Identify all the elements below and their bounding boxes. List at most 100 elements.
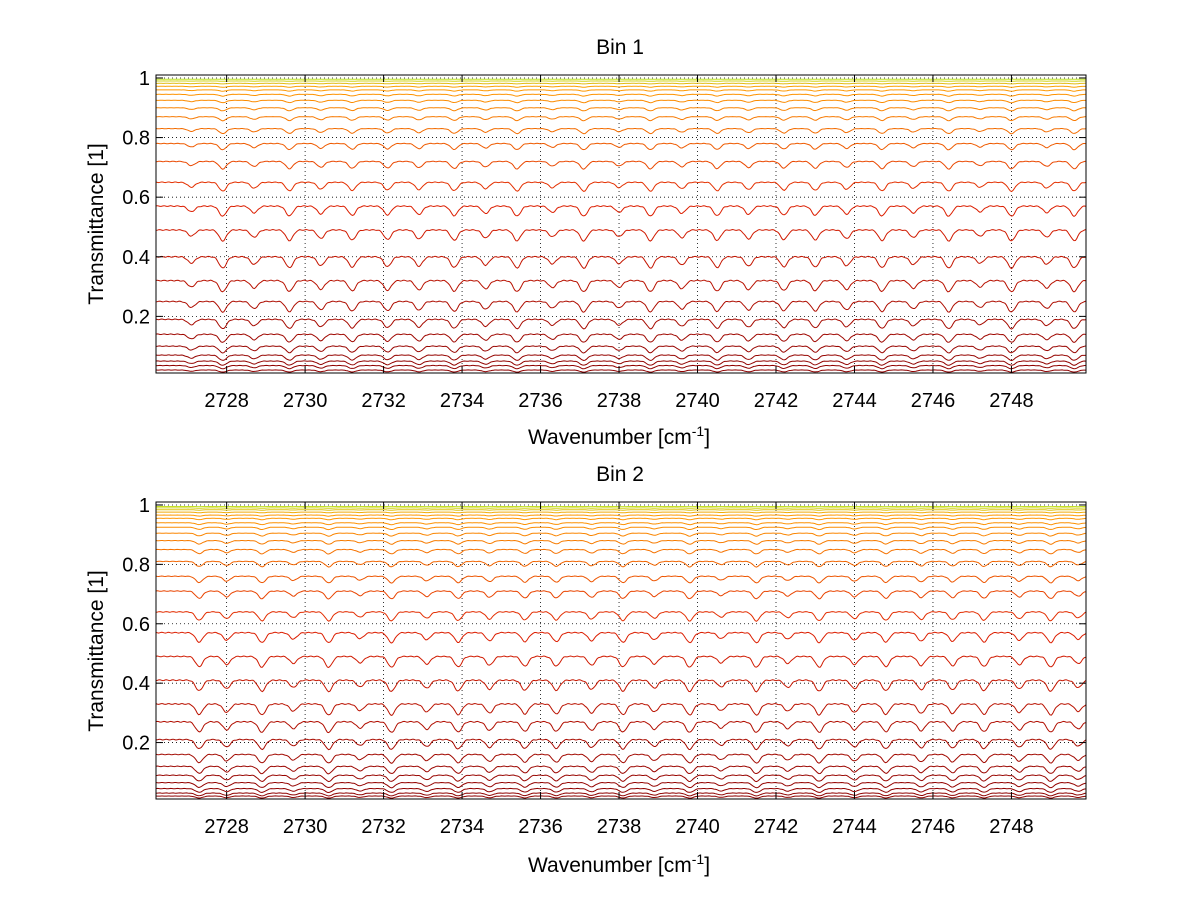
gridlines	[156, 502, 1086, 799]
series-line	[156, 517, 1087, 521]
series-group	[155, 505, 1087, 799]
series-line	[155, 795, 1087, 799]
series-line	[155, 611, 1087, 622]
x-tick-label: 2746	[911, 816, 956, 838]
y-ticks: 0.2 0.4 0.6 0.8 1	[122, 68, 1086, 328]
x-tick-label: 2734	[440, 816, 485, 838]
series-line	[156, 93, 1087, 97]
x-tick-label: 2746	[911, 390, 956, 412]
series-line	[155, 774, 1087, 783]
y-tick-label: 0.8	[122, 128, 150, 150]
x-ticks: 2728 2730 2732 2734 2736 2738 2740 2742 2744 2746…	[204, 75, 1034, 412]
series-line	[155, 228, 1087, 242]
x-tick-label: 2730	[283, 390, 328, 412]
y-tick-label: 1	[139, 68, 150, 90]
series-line	[155, 787, 1087, 794]
y-axis-label: Transmittance [1]	[85, 143, 108, 304]
series-line	[155, 205, 1087, 218]
series-line	[155, 765, 1087, 775]
x-tick-label: 2748	[989, 390, 1034, 412]
series-line	[155, 127, 1087, 135]
series-line	[155, 116, 1087, 122]
x-tick-label: 2736	[518, 816, 563, 838]
series-line	[155, 300, 1087, 313]
x-tick-label: 2732	[361, 816, 406, 838]
x-tick-label: 2734	[440, 390, 485, 412]
x-tick-label: 2738	[597, 816, 642, 838]
series-line	[155, 142, 1087, 151]
series-line	[155, 738, 1087, 751]
chart-title: Bin 2	[596, 463, 644, 486]
y-tick-label: 0.6	[122, 614, 150, 636]
x-tick-label: 2744	[832, 816, 877, 838]
series-line	[155, 360, 1087, 366]
series-line	[155, 255, 1087, 270]
series-line	[155, 354, 1087, 362]
x-tick-label: 2732	[361, 390, 406, 412]
series-line	[155, 181, 1087, 193]
series-line	[156, 89, 1086, 92]
x-axis-label: Wavenumber [cm-1]	[528, 851, 710, 877]
series-line	[156, 511, 1087, 514]
series-line	[155, 655, 1087, 669]
series-line	[155, 333, 1087, 343]
series-group	[155, 78, 1087, 373]
series-line	[155, 160, 1087, 170]
series-line	[155, 753, 1087, 764]
series-line	[155, 532, 1087, 537]
series-line	[155, 679, 1087, 693]
x-ticks: 2728 2730 2732 2734 2736 2738 2740 2742 2744 2746…	[204, 502, 1034, 838]
y-tick-label: 0.6	[122, 187, 150, 209]
y-tick-label: 0.4	[122, 247, 150, 269]
series-line	[156, 85, 1087, 88]
x-tick-label: 2728	[204, 816, 249, 838]
series-line	[155, 364, 1087, 370]
series-line	[155, 792, 1087, 797]
axes-box	[155, 501, 1087, 800]
series-line	[155, 631, 1087, 644]
gridlines	[156, 75, 1086, 373]
series-line	[156, 82, 1086, 85]
chart-title: Bin 1	[596, 36, 644, 59]
x-tick-label: 2736	[518, 390, 563, 412]
y-tick-label: 0.8	[122, 554, 150, 576]
y-tick-label: 0.2	[122, 306, 150, 328]
series-line	[155, 575, 1087, 584]
series-line	[155, 590, 1087, 600]
series-line	[155, 539, 1087, 545]
series-line	[155, 279, 1087, 293]
series-line	[156, 509, 1087, 511]
y-tick-label: 1	[139, 495, 150, 517]
subplot-bin-2: Bin 2 2728 2730 2732 2734 2736 2738 2740 2742 27…	[85, 463, 1087, 877]
x-tick-label: 2744	[832, 390, 877, 412]
series-line	[156, 526, 1087, 531]
series-line	[155, 548, 1087, 555]
series-line	[155, 345, 1087, 354]
y-axis-label: Transmittance [1]	[85, 570, 108, 731]
x-tick-label: 2728	[204, 390, 249, 412]
axes-box	[155, 74, 1087, 374]
x-tick-label: 2742	[754, 390, 799, 412]
series-line	[155, 781, 1087, 789]
subplot-bin-1: Bin 1 2728 2730 2732 2734 2736 2738 2740 2742 27…	[85, 36, 1087, 449]
x-tick-label: 2742	[754, 816, 799, 838]
y-ticks: 0.2 0.4 0.6 0.8 1	[122, 495, 1086, 755]
series-line	[155, 560, 1087, 568]
x-tick-label: 2748	[989, 816, 1034, 838]
series-line	[156, 107, 1087, 112]
x-axis-label: Wavenumber [cm-1]	[528, 423, 710, 449]
y-tick-label: 0.2	[122, 733, 150, 755]
x-tick-label: 2738	[597, 390, 642, 412]
series-line	[155, 720, 1087, 734]
series-line	[155, 522, 1087, 526]
y-tick-label: 0.4	[122, 673, 150, 695]
series-line	[155, 369, 1086, 373]
x-tick-label: 2740	[675, 390, 720, 412]
x-tick-label: 2740	[675, 816, 720, 838]
series-line	[155, 99, 1086, 104]
series-line	[155, 702, 1087, 716]
series-line	[155, 514, 1086, 517]
series-line	[155, 318, 1087, 330]
